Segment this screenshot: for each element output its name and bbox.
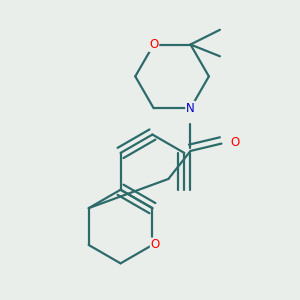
Text: N: N [186,102,195,115]
Text: O: O [151,238,160,251]
Text: O: O [230,136,239,148]
Text: O: O [149,38,158,51]
